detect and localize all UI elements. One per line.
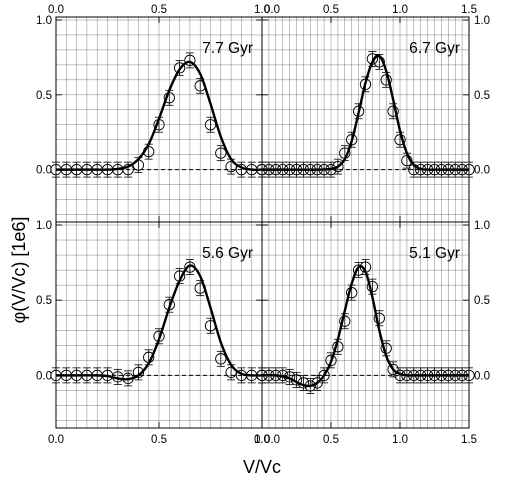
x-tick-label: 0.5: [151, 4, 167, 16]
x-axis-title: V/Vc: [243, 457, 281, 477]
circle-marker: [339, 315, 351, 327]
circle-marker: [184, 54, 196, 67]
x-tick-label: 1.5: [461, 434, 477, 446]
panel-2: 0.5 1.0 1.50.00.00.51.06.7 Gyr: [256, 4, 490, 223]
circle-marker: [215, 353, 227, 365]
y-tick-label: 1.0: [36, 15, 52, 27]
panel-4: 0.0 0.5 1.0 1.50.00.00.51.05.1 Gyr: [254, 220, 490, 446]
data-point: [215, 350, 227, 367]
x-tick-label: 0.0: [48, 4, 64, 16]
y-axis-title: φ(V/Vc) [1e6]: [9, 217, 29, 324]
panel-1: 0.0 0.5 1.00.00.51.07.7 Gyr: [36, 4, 270, 223]
x-tick-label: 1.5: [461, 4, 477, 16]
data-point: [225, 364, 237, 381]
y-tick-label: 1.0: [474, 15, 490, 27]
circle-marker: [387, 363, 399, 376]
panel-age-label: 5.1 Gyr: [409, 245, 460, 262]
circle-marker: [215, 147, 227, 159]
model-curve: [56, 60, 263, 171]
panel-3: 0.0 0.5 1.00.00.51.05.6 Gyr: [36, 220, 270, 446]
y-tick-label: 0.5: [474, 295, 490, 307]
y-tick-label: 0.0: [474, 165, 490, 177]
y-tick-label: 0.0: [36, 165, 52, 177]
circle-marker: [387, 105, 399, 117]
data-point: [297, 374, 310, 391]
data-point: [184, 52, 196, 69]
circle-marker: [173, 62, 186, 74]
circle-marker: [373, 312, 385, 324]
y-tick-label: 1.0: [36, 220, 52, 232]
panel-4-grid: [262, 222, 469, 428]
x-tick-label: 0.5: [323, 434, 339, 446]
y-tick-label: 0.5: [474, 90, 490, 102]
x-tick-label: 1.0: [254, 434, 270, 446]
x-tick-label: 0.0: [48, 434, 64, 446]
data-point: [122, 161, 134, 178]
y-tick-label: 0.5: [36, 90, 52, 102]
data-point: [352, 262, 365, 279]
data-point: [132, 364, 145, 381]
panel-age-label: 7.7 Gyr: [202, 40, 253, 57]
circle-marker: [318, 369, 330, 382]
x-tick-label: 0.0: [254, 434, 270, 446]
circle-marker: [366, 281, 379, 293]
circle-marker: [225, 160, 237, 173]
data-point: [256, 367, 268, 384]
x-tick-label: 0.5: [151, 434, 167, 446]
model-curve: [56, 264, 263, 381]
panel-3-points: [50, 259, 268, 387]
circle-marker: [225, 366, 237, 379]
y-tick-label: 0.0: [474, 370, 490, 382]
data-point: [394, 367, 406, 384]
x-tick-label: 0.0: [264, 434, 280, 446]
model-curve: [261, 265, 469, 388]
circle-marker: [132, 366, 145, 379]
x-tick-label: 1.0: [392, 4, 408, 16]
panel-4-frame: [261, 221, 470, 429]
data-point: [225, 158, 237, 175]
circle-marker: [122, 163, 134, 176]
circle-marker: [325, 354, 337, 366]
data-point: [373, 310, 385, 327]
x-tick-label: 1.0: [392, 434, 408, 446]
data-point: [387, 103, 399, 120]
panel-age-label: 5.6 Gyr: [202, 245, 253, 262]
x-tick-label: 0.0: [264, 4, 280, 16]
y-tick-label: 0.5: [36, 295, 52, 307]
y-tick-label: 0.0: [36, 370, 52, 382]
x-tick-label: 1.0: [254, 4, 270, 16]
x-tick-label: 0.5: [323, 4, 339, 16]
data-point: [204, 317, 217, 334]
y-tick-label: 1.0: [474, 220, 490, 232]
panel-4-points: [256, 259, 475, 394]
model-curve: [262, 54, 469, 171]
circle-marker: [332, 160, 344, 173]
panel-age-label: 6.7 Gyr: [409, 40, 460, 57]
data-point: [339, 313, 351, 330]
panel-2-grid: [262, 17, 469, 222]
